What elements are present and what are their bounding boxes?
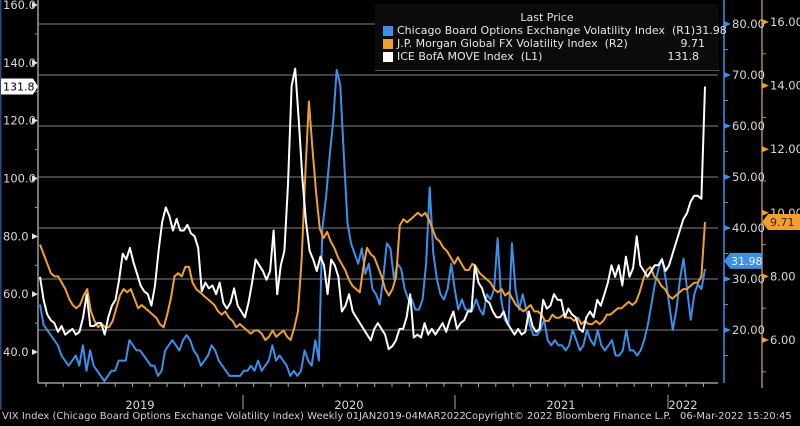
r2-tick-label: 6.00 (770, 333, 796, 347)
l1-tick-label: 120.0 (3, 114, 36, 128)
r1-tick-label: 70.00 (732, 68, 765, 82)
l1-tick-marker (32, 291, 38, 298)
r1-tick-label: 40.00 (732, 221, 765, 235)
series-line-r2 (39, 100, 706, 341)
x-axis: 2019 2020 2021 2022 (45, 383, 704, 412)
legend-entry-vix: Chicago Board Options Exchange Volatilit… (375, 24, 727, 37)
r1-tick-label: 60.00 (732, 119, 765, 133)
l1-last-badge (1, 78, 38, 95)
series-line-l1 (39, 67, 706, 351)
year-label: 2021 (546, 398, 575, 412)
r1-tick-label: 30.00 (732, 272, 765, 286)
legend-axis-vix: (R1) (672, 24, 696, 37)
r1-tick-label: 20.00 (732, 323, 765, 337)
l1-tick-marker (32, 117, 38, 124)
r1-tick-label: 80.00 (732, 17, 765, 31)
left-axis-l1: 160.0 140.0 120.0 100.0 80.0 60.0 40.0 (3, 0, 38, 359)
legend-swatch-move (383, 51, 393, 62)
r2-tick-marker (762, 146, 769, 153)
year-label: 2022 (668, 398, 697, 412)
legend-swatch-vix (383, 25, 393, 36)
legend-axis-move: (L1) (520, 50, 543, 63)
legend-title: Last Price (520, 11, 574, 24)
legend-name-move: ICE BofA MOVE Index (397, 50, 514, 63)
legend-name-vix: Chicago Board Options Exchange Volatilit… (397, 24, 665, 37)
r1-tick-marker (724, 174, 731, 180)
r2-tick-marker (762, 337, 769, 343)
r2-tick-marker (762, 19, 769, 25)
legend-name-fxvol: J.P. Morgan Global FX Volatility Index (397, 37, 598, 50)
r2-tick-label: 8.00 (770, 269, 796, 283)
r2-tick-marker (762, 209, 769, 216)
l1-tick-marker (32, 175, 38, 182)
l1-tick-marker (32, 2, 38, 8)
r1-tick-marker (724, 21, 731, 27)
r2-last-badge (762, 214, 800, 231)
l1-tick-label: 80.0 (3, 229, 29, 243)
r2-last-badge-text: 9.71 (770, 216, 795, 229)
r2-tick-label: 12.00 (770, 142, 800, 156)
l1-tick-marker (32, 233, 38, 240)
r1-last-badge (724, 252, 762, 269)
r1-tick-marker (724, 72, 731, 78)
right-axis-r1: 80.00 70.00 60.00 50.00 40.00 30.00 20.00 (724, 17, 765, 356)
series-line-r1 (39, 68, 706, 382)
l1-tick-label: 100.0 (3, 172, 36, 186)
l1-tick-label: 40.0 (3, 345, 29, 359)
legend-axis-fxvol: (R2) (604, 37, 628, 50)
legend-value-fxvol: 9.71 (680, 37, 706, 50)
r2-tick-marker (762, 273, 769, 280)
l1-tick-label: 140.0 (3, 56, 36, 70)
l1-last-badge-text: 131.8 (3, 81, 35, 94)
legend-value-vix: 31.98 (695, 24, 727, 37)
last-value-badges: 131.8 31.98 9.71 (1, 78, 800, 269)
legend-swatch-fxvol (383, 38, 393, 49)
legend-entry-move: ICE BofA MOVE Index (L1) 131.8 (375, 50, 719, 63)
gridlines (38, 23, 718, 331)
l1-tick-label: 160.0 (3, 0, 36, 12)
l1-tick-marker (32, 349, 38, 355)
year-label: 2019 (125, 398, 154, 412)
legend-entry-fxvol: J.P. Morgan Global FX Volatility Index (… (375, 37, 719, 50)
l1-tick-marker (32, 59, 38, 66)
r1-tick-label: 50.00 (732, 170, 765, 184)
r1-tick-marker (724, 123, 731, 129)
legend-value-move: 131.8 (667, 50, 700, 63)
legend: Last Price Chicago Board Options Exchang… (375, 4, 727, 71)
r2-tick-marker (762, 82, 769, 89)
r1-tick-marker (724, 225, 731, 231)
l1-tick-label: 60.0 (3, 287, 29, 301)
r2-tick-label: 14.00 (770, 79, 800, 93)
r1-tick-marker (724, 276, 731, 282)
footer-security-info: VIX Index (Chicago Board Options Exchang… (2, 411, 466, 422)
plot-frame (0, 0, 763, 410)
footer-timestamp: 06-Mar-2022 15:20:45 (680, 411, 792, 422)
r2-tick-label: 16.00 (770, 15, 800, 29)
r1-tick-marker (724, 327, 731, 333)
footer-copyright: Copyright© 2022 Bloomberg Finance L.P. (465, 411, 672, 422)
series-lines (39, 67, 706, 382)
year-label: 2020 (334, 398, 363, 412)
r1-last-badge-text: 31.98 (731, 255, 763, 268)
